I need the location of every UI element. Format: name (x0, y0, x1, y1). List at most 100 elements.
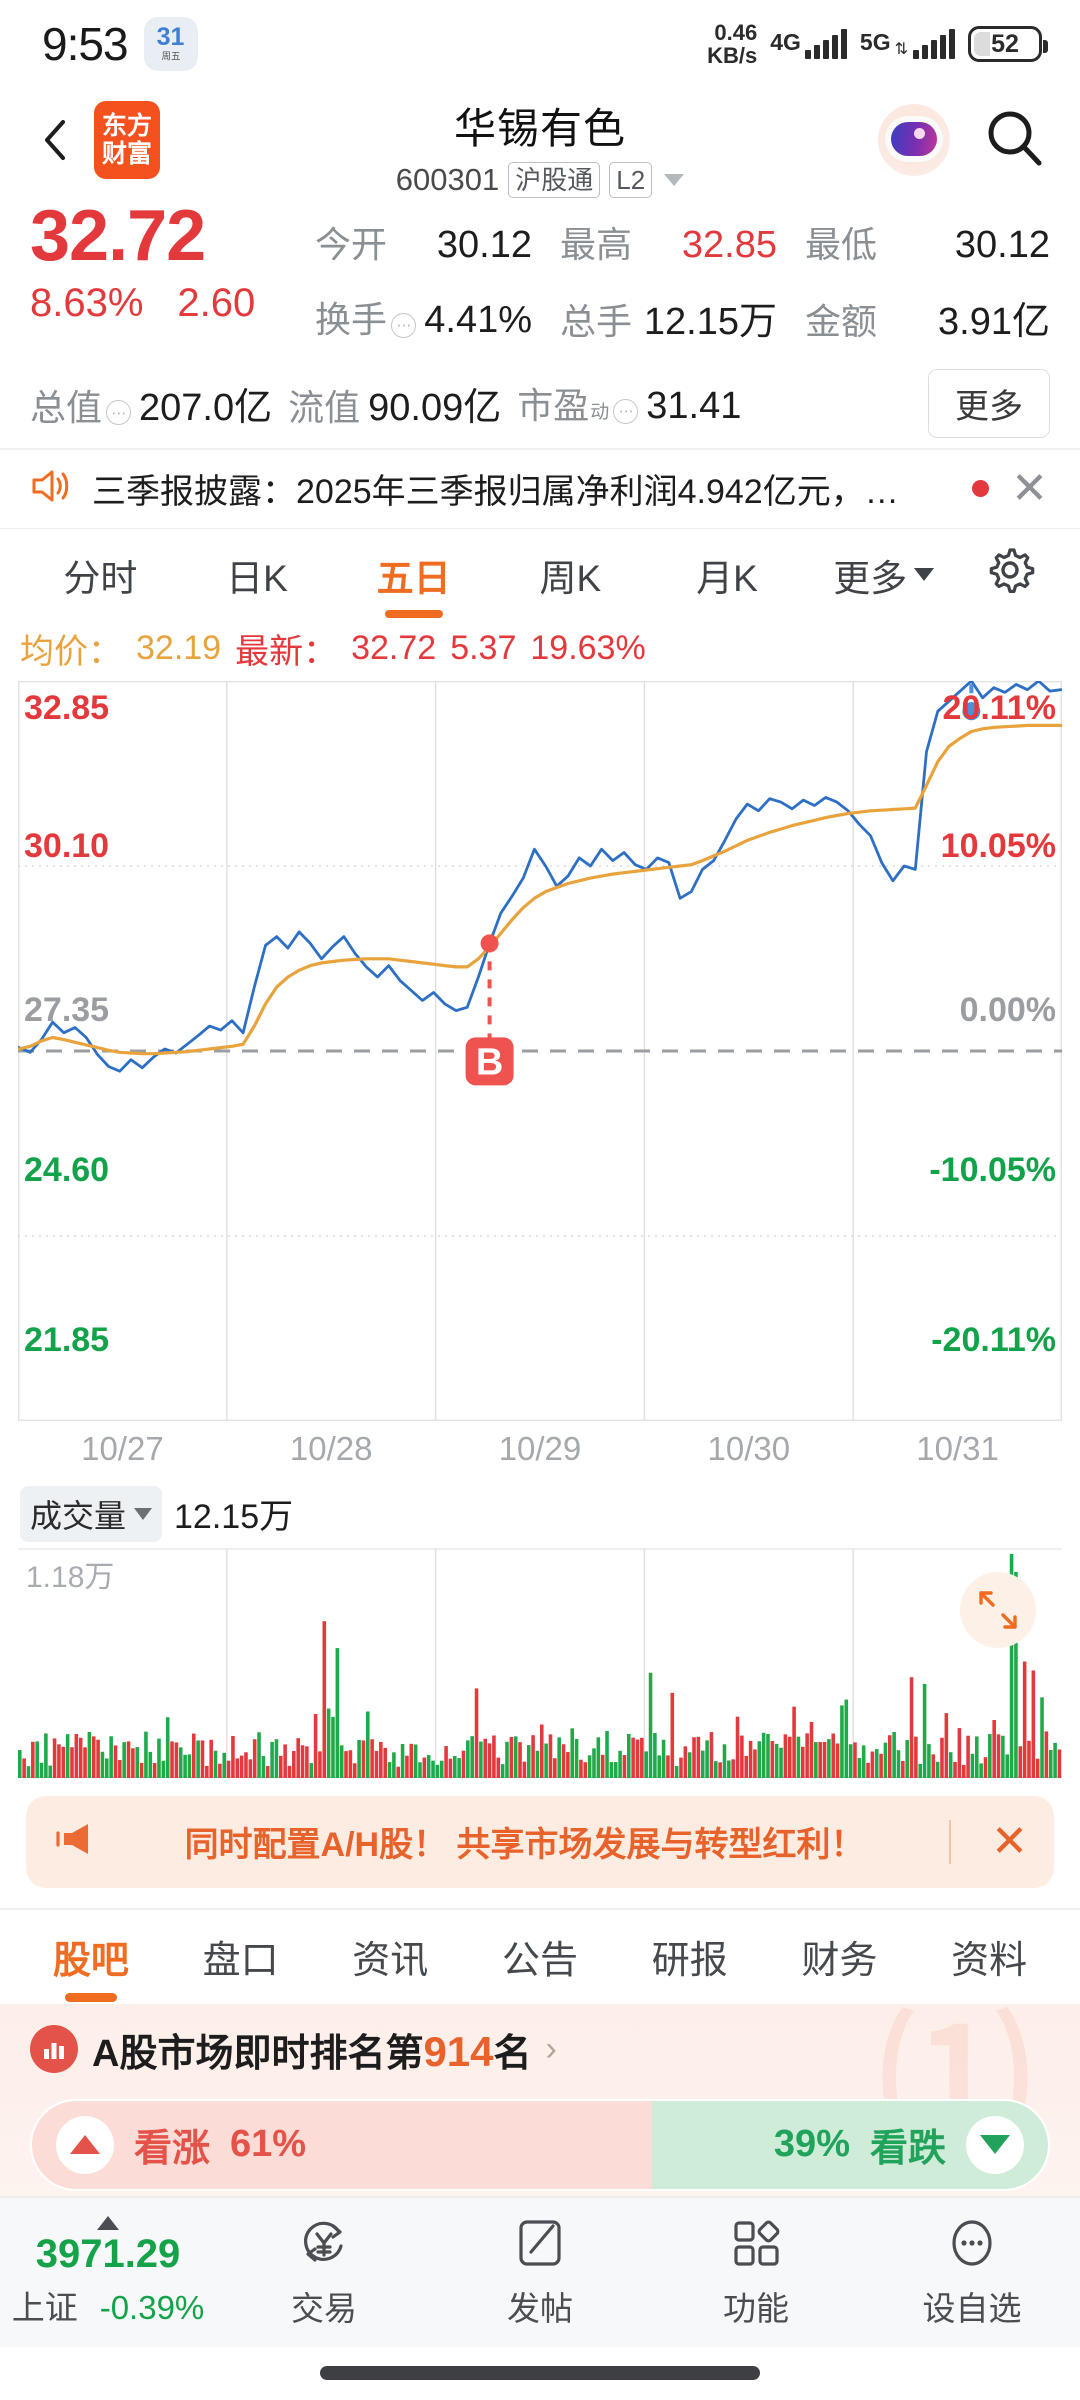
field-turnover-label: 换手 (315, 299, 388, 341)
expand-icon[interactable] (960, 1571, 1036, 1648)
ad-text: 同时配置A/H股！ 共享市场发展与转型红利！ (184, 1826, 865, 1865)
calendar-day: 31 (156, 23, 185, 52)
nav-bar: 东方 财富 华锡有色 600301 沪股通 L2 (0, 89, 1080, 199)
volume-indicator-selector[interactable]: 成交量 (20, 1485, 163, 1542)
index-arrow-icon (97, 2215, 119, 2230)
info-icon-3[interactable]: ⋯ (613, 398, 639, 424)
date-axis: 10/27 10/28 10/29 10/30 10/31 (18, 1421, 1062, 1478)
bullish-label: 看涨 (134, 2128, 211, 2171)
bottom-nav-trade[interactable]: 交易 (216, 2214, 432, 2330)
field-amount: 金额 3.91亿 (805, 290, 1050, 345)
content-tab-1[interactable]: 盘口 (202, 1940, 279, 1983)
sim2-signal: 5G ⇅ (859, 29, 955, 60)
volume-chart[interactable]: 1.18万 (18, 1547, 1062, 1778)
bottom-nav-post-label: 发帖 (507, 2290, 573, 2328)
field-low-label: 最低 (805, 223, 878, 265)
bottom-nav-functions[interactable]: 功能 (648, 2214, 864, 2330)
chart-settings-button[interactable] (962, 531, 1058, 618)
sim1-signal: 4G (770, 29, 847, 60)
nav-right (878, 104, 1046, 177)
last-price: 32.72 (30, 195, 206, 276)
content-tab-3[interactable]: 公告 (502, 1940, 579, 1983)
bottom-nav-trade-label: 交易 (291, 2290, 357, 2328)
sentiment-bullish[interactable]: 看涨 61% (32, 2100, 652, 2189)
status-bar-right: 0.46 KB/s 4G 5G ⇅ 52 (707, 21, 1048, 67)
network-speed-value: 0.46 (714, 20, 758, 46)
info-icon[interactable]: ⋯ (391, 312, 417, 338)
chart-tab-0[interactable]: 分时 (63, 557, 138, 599)
quote-panel: 32.72 8.63% 2.60 今开 30.12 最高 32.85 (0, 192, 1080, 448)
field-open-label: 今开 (315, 223, 388, 265)
content-tab-5[interactable]: 财务 (801, 1940, 878, 1983)
chart-bar-icon (30, 2025, 78, 2074)
ad-close-icon[interactable]: ✕ (991, 1816, 1028, 1866)
price-chart[interactable]: BS 32.85 30.10 27.35 24.60 21.85 20.11% … (18, 680, 1062, 1421)
bottom-nav-watchlist[interactable]: 设自选 (864, 2214, 1080, 2330)
bottom-nav-post[interactable]: 发帖 (432, 2214, 648, 2330)
grid-apps-icon (734, 2220, 780, 2266)
sentiment-bearish[interactable]: 39% 看跌 (651, 2100, 1048, 2189)
info-icon-2[interactable]: ⋯ (106, 400, 132, 426)
chart-tab-4[interactable]: 月K (696, 557, 758, 599)
index-change: -0.39% (99, 2288, 205, 2326)
chevron-down-icon[interactable] (664, 174, 685, 187)
calendar-weekday: 周五 (161, 52, 180, 63)
search-icon[interactable] (984, 107, 1046, 174)
content-tab-0[interactable]: 股吧 (16, 1915, 166, 1998)
legend-last-label: 最新： (235, 632, 338, 671)
y-left-tick-1: 30.10 (24, 826, 110, 865)
content-tab-2[interactable]: 资讯 (352, 1940, 429, 1983)
close-icon[interactable]: ✕ (1011, 463, 1048, 513)
content-tab-4[interactable]: 研报 (651, 1940, 728, 1983)
yuan-exchange-icon (304, 2221, 343, 2262)
volume-total: 12.15万 (174, 1498, 294, 1537)
signal-bars-icon (804, 29, 847, 60)
field-low-value: 30.12 (954, 223, 1050, 266)
news-banner[interactable]: 三季报披露：2025年三季报归属净利润4.942亿元，… ✕ (0, 450, 1080, 528)
sim2-network-type: 5G (859, 29, 891, 56)
bottom-nav-functions-label: 功能 (723, 2290, 789, 2328)
x-tick-2: 10/29 (498, 1430, 582, 1468)
field-high: 最高 32.85 (560, 216, 805, 268)
logo-line-1: 东方 (101, 112, 152, 141)
content-tab-6[interactable]: 资料 (951, 1940, 1028, 1983)
bottom-nav-index[interactable]: 3971.29 上证 -0.39% (0, 2215, 216, 2329)
x-tick-0: 10/27 (81, 1430, 164, 1468)
field-turnover-value: 4.41% (424, 299, 532, 342)
robot-avatar-icon[interactable] (878, 104, 950, 177)
network-speed: 0.46 KB/s (707, 21, 757, 67)
bearish-label: 看跌 (869, 2128, 946, 2171)
chart-tab-2[interactable]: 五日 (335, 534, 492, 616)
rank-chevron-icon[interactable]: › (545, 2029, 557, 2068)
volume-indicator-label: 成交量 (30, 1497, 127, 1534)
ad-banner[interactable]: 同时配置A/H股！ 共享市场发展与转型红利！ ✕ (26, 1795, 1054, 1888)
data-transfer-icon: ⇅ (894, 41, 908, 59)
calendar-chip: 31 周五 (143, 17, 198, 72)
quote-line-2: 换手 ⋯ 4.41% 总手 12.15万 金额 3.91亿 (315, 290, 1050, 345)
field-high-label: 最高 (560, 223, 633, 265)
rank-suffix: 名 (493, 2032, 532, 2075)
bullish-percent: 61% (230, 2123, 307, 2166)
status-bar: 9:53 31 周五 0.46 KB/s 4G 5G ⇅ 52 (0, 0, 1080, 89)
field-marketcap-value: 207.0亿 (139, 386, 273, 429)
y-left-tick-3: 24.60 (24, 1150, 110, 1189)
field-marketcap-label: 总值 (30, 386, 103, 428)
back-icon[interactable] (34, 118, 78, 162)
rank-row[interactable]: A股市场即时排名第914名 › (30, 2022, 1050, 2077)
more-button[interactable]: 更多 (928, 368, 1050, 438)
ad-wrap: 同时配置A/H股！ 共享市场发展与转型红利！ ✕ (0, 1778, 1080, 1908)
y-left-tick-2: 27.35 (24, 990, 110, 1029)
more-dots-icon (952, 2220, 992, 2266)
divider-3 (0, 1907, 1080, 1910)
chart-tab-more[interactable]: 更多 (805, 534, 962, 616)
sim1-network-type: 4G (770, 29, 801, 56)
chart-tab-3[interactable]: 周K (539, 557, 602, 599)
chart-tab-1[interactable]: 日K (226, 557, 288, 599)
sentiment-bar[interactable]: 看涨 61% 39% 看跌 (30, 2098, 1050, 2191)
app-logo[interactable]: 东方 财富 (94, 101, 160, 180)
volume-scale-max: 1.18万 (26, 1560, 115, 1594)
field-pe-sup: 动 (590, 402, 610, 424)
field-float-label: 流值 (288, 386, 361, 428)
field-pe-label: 市盈 (517, 385, 590, 427)
content-tab-bar: 股吧 盘口 资讯 公告 研报 财务 资料 (0, 1910, 1080, 2004)
